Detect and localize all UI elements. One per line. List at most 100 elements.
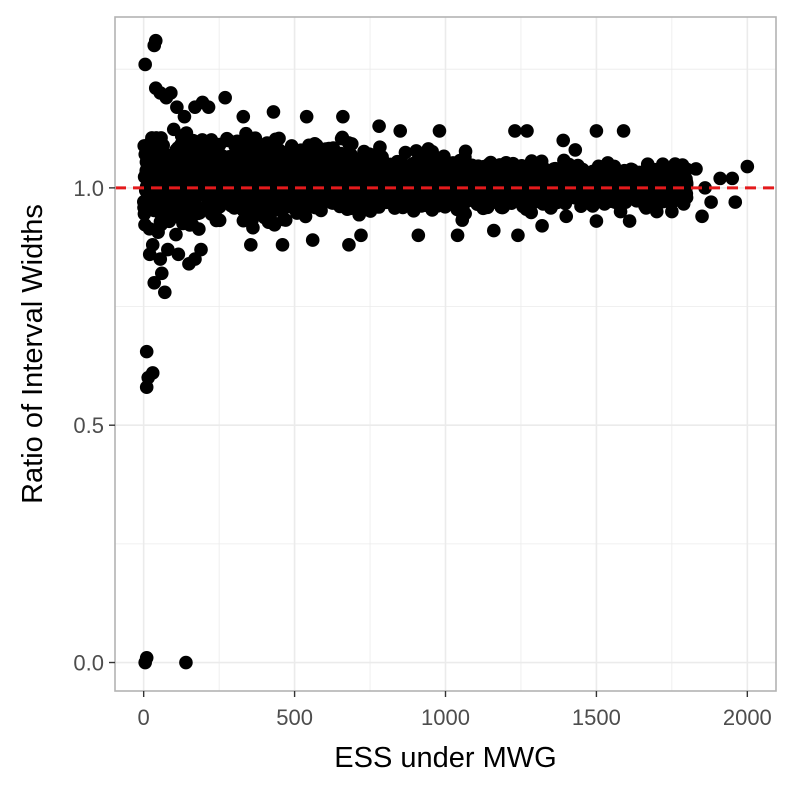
data-point bbox=[164, 172, 178, 186]
data-point bbox=[364, 191, 378, 205]
data-point bbox=[230, 199, 244, 213]
grid bbox=[115, 17, 776, 691]
data-point bbox=[268, 132, 283, 147]
data-point bbox=[674, 166, 688, 181]
data-points bbox=[136, 33, 755, 670]
data-point bbox=[161, 242, 175, 257]
data-point bbox=[649, 204, 664, 219]
data-point bbox=[148, 33, 163, 48]
x-tick-label: 1500 bbox=[572, 705, 621, 730]
data-point bbox=[573, 178, 587, 193]
y-tick-label: 0.5 bbox=[73, 413, 104, 438]
data-point bbox=[528, 173, 542, 188]
data-point bbox=[597, 173, 612, 187]
data-point bbox=[184, 160, 199, 175]
y-tick-label: 0.0 bbox=[73, 651, 104, 676]
data-point bbox=[409, 196, 423, 211]
data-point bbox=[362, 158, 376, 172]
data-point bbox=[589, 124, 604, 138]
data-point bbox=[453, 194, 468, 208]
data-point bbox=[487, 167, 502, 181]
x-tick-label: 500 bbox=[276, 705, 313, 730]
data-point bbox=[244, 238, 258, 252]
data-point bbox=[138, 217, 152, 232]
data-point bbox=[425, 168, 439, 182]
data-point bbox=[298, 209, 313, 224]
data-point bbox=[261, 207, 275, 222]
data-point bbox=[299, 109, 314, 124]
data-point bbox=[642, 168, 656, 183]
data-point bbox=[535, 219, 549, 233]
data-point bbox=[455, 213, 470, 227]
data-point bbox=[177, 109, 192, 124]
data-point bbox=[344, 194, 358, 209]
data-point bbox=[164, 86, 178, 100]
data-point bbox=[175, 145, 189, 159]
data-point bbox=[275, 198, 289, 213]
data-point bbox=[239, 126, 253, 141]
data-point bbox=[613, 204, 628, 219]
data-point bbox=[191, 206, 205, 221]
data-point bbox=[660, 179, 674, 193]
data-point bbox=[725, 171, 740, 186]
data-point bbox=[254, 175, 268, 190]
data-point bbox=[617, 163, 632, 178]
data-point bbox=[354, 228, 368, 243]
data-point bbox=[147, 276, 162, 290]
data-point bbox=[616, 124, 631, 138]
data-point bbox=[409, 144, 424, 158]
data-point bbox=[318, 142, 333, 156]
data-point bbox=[378, 194, 393, 209]
data-point bbox=[292, 151, 306, 166]
data-point bbox=[411, 228, 426, 243]
data-point bbox=[428, 154, 443, 169]
data-point bbox=[204, 133, 219, 147]
data-point bbox=[177, 211, 191, 225]
data-point bbox=[665, 204, 679, 219]
data-point bbox=[152, 205, 167, 219]
data-point bbox=[392, 163, 407, 177]
axis-ticks: 0 500 1000 1500 2000 0.0 0.5 1.0 bbox=[73, 176, 771, 730]
data-point bbox=[171, 247, 186, 262]
data-point bbox=[542, 194, 557, 209]
data-point bbox=[486, 223, 501, 238]
data-point bbox=[495, 158, 510, 173]
data-point bbox=[450, 228, 465, 243]
data-point bbox=[170, 100, 184, 114]
data-point bbox=[166, 122, 181, 137]
data-point bbox=[656, 157, 670, 171]
data-point bbox=[567, 190, 582, 205]
data-point bbox=[609, 180, 624, 195]
data-point bbox=[349, 158, 363, 173]
data-point bbox=[589, 214, 604, 228]
data-point bbox=[429, 196, 443, 210]
data-point bbox=[153, 252, 168, 266]
data-point bbox=[138, 57, 152, 72]
data-point bbox=[151, 225, 165, 239]
y-tick-label: 1.0 bbox=[73, 176, 104, 201]
data-point bbox=[201, 100, 216, 114]
data-point bbox=[401, 175, 416, 189]
data-point bbox=[514, 170, 528, 184]
x-tick-label: 1000 bbox=[421, 705, 470, 730]
x-tick-label: 2000 bbox=[723, 705, 772, 730]
data-point bbox=[145, 366, 160, 380]
data-point bbox=[308, 200, 323, 215]
data-point bbox=[302, 138, 316, 153]
data-point bbox=[728, 195, 743, 209]
data-point bbox=[278, 213, 293, 227]
data-point bbox=[167, 196, 181, 211]
data-point bbox=[206, 188, 221, 202]
data-point bbox=[169, 227, 183, 242]
data-point bbox=[149, 164, 164, 179]
data-point bbox=[354, 180, 368, 194]
data-point bbox=[218, 90, 232, 105]
data-point bbox=[640, 157, 655, 171]
data-point bbox=[220, 171, 235, 185]
data-point bbox=[179, 655, 193, 670]
data-point bbox=[363, 172, 378, 187]
data-point bbox=[713, 171, 727, 186]
data-point bbox=[266, 105, 281, 119]
data-point bbox=[145, 238, 160, 252]
